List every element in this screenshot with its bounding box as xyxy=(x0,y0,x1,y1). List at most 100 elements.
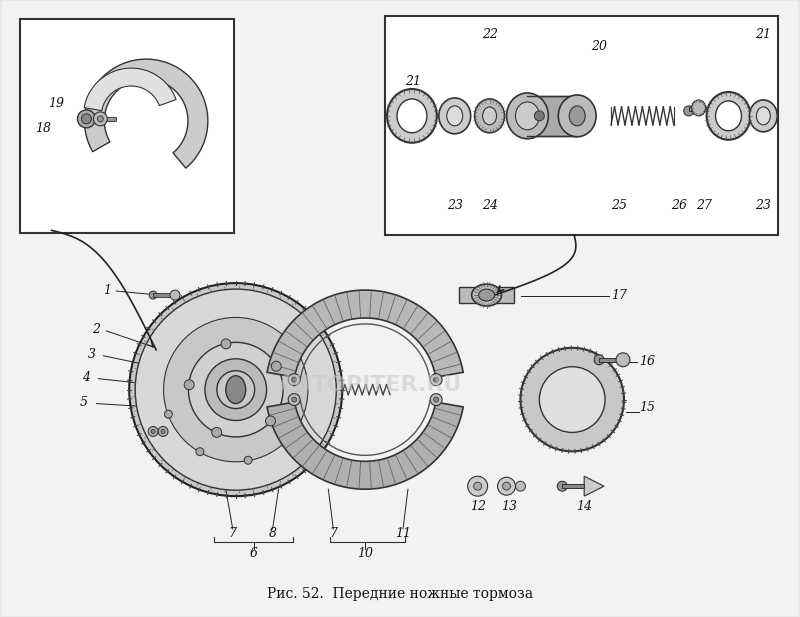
Text: 23: 23 xyxy=(446,199,462,212)
Polygon shape xyxy=(267,290,463,377)
Bar xyxy=(385,16,778,235)
Text: 14: 14 xyxy=(576,500,592,513)
Text: 2: 2 xyxy=(182,154,190,167)
Circle shape xyxy=(184,380,194,390)
Bar xyxy=(599,358,619,362)
Ellipse shape xyxy=(750,100,778,132)
Polygon shape xyxy=(267,402,463,489)
Text: 21: 21 xyxy=(755,28,771,41)
Text: 1: 1 xyxy=(103,284,111,297)
Text: 17: 17 xyxy=(611,289,627,302)
Text: 7: 7 xyxy=(330,528,338,540)
Ellipse shape xyxy=(515,102,539,130)
Text: 5: 5 xyxy=(79,396,87,409)
Ellipse shape xyxy=(756,107,770,125)
Ellipse shape xyxy=(570,106,585,126)
Text: 12: 12 xyxy=(470,500,486,513)
Bar xyxy=(458,287,514,303)
Text: 23: 23 xyxy=(755,199,771,212)
Bar xyxy=(689,107,706,111)
Circle shape xyxy=(165,410,172,418)
Ellipse shape xyxy=(446,106,462,126)
Ellipse shape xyxy=(217,371,254,408)
Bar xyxy=(527,96,577,136)
Ellipse shape xyxy=(539,366,605,433)
Polygon shape xyxy=(584,476,604,496)
Circle shape xyxy=(151,429,155,433)
Text: AUTOPITER.RU: AUTOPITER.RU xyxy=(278,375,462,395)
Circle shape xyxy=(498,477,515,495)
Text: 2: 2 xyxy=(92,323,100,336)
Circle shape xyxy=(292,397,297,402)
Text: 27: 27 xyxy=(696,199,712,212)
Circle shape xyxy=(502,482,510,490)
Circle shape xyxy=(288,394,300,405)
Circle shape xyxy=(196,448,204,456)
Bar xyxy=(20,19,234,233)
Circle shape xyxy=(244,456,252,464)
Circle shape xyxy=(149,291,157,299)
Text: 6: 6 xyxy=(250,547,258,560)
Circle shape xyxy=(78,110,95,128)
Ellipse shape xyxy=(205,358,266,421)
Text: 7: 7 xyxy=(229,528,237,540)
Ellipse shape xyxy=(130,283,342,496)
Ellipse shape xyxy=(482,107,497,125)
Text: 22: 22 xyxy=(482,28,498,41)
Circle shape xyxy=(558,481,567,491)
Circle shape xyxy=(271,362,282,371)
Text: 4: 4 xyxy=(82,371,90,384)
Text: 3: 3 xyxy=(87,348,95,362)
Text: 8: 8 xyxy=(269,528,277,540)
Text: 9: 9 xyxy=(336,294,344,307)
Text: 13: 13 xyxy=(502,500,518,513)
Ellipse shape xyxy=(439,98,470,134)
Circle shape xyxy=(288,374,300,386)
Circle shape xyxy=(474,482,482,490)
Text: 24: 24 xyxy=(482,199,498,212)
Bar xyxy=(91,117,116,121)
Text: 21: 21 xyxy=(405,75,421,88)
Ellipse shape xyxy=(387,89,437,143)
Ellipse shape xyxy=(397,99,427,133)
Ellipse shape xyxy=(706,92,750,140)
Circle shape xyxy=(515,481,526,491)
Circle shape xyxy=(170,290,180,300)
Circle shape xyxy=(98,116,103,122)
Ellipse shape xyxy=(189,342,283,437)
Text: 16: 16 xyxy=(639,355,655,368)
Ellipse shape xyxy=(472,284,502,306)
Ellipse shape xyxy=(521,348,624,452)
Circle shape xyxy=(148,426,158,436)
Circle shape xyxy=(430,394,442,405)
Circle shape xyxy=(468,476,488,496)
Bar xyxy=(153,293,171,297)
Circle shape xyxy=(684,106,694,116)
Circle shape xyxy=(292,377,297,382)
Text: 19: 19 xyxy=(49,97,65,110)
Circle shape xyxy=(212,428,222,437)
Circle shape xyxy=(616,353,630,366)
Circle shape xyxy=(266,416,275,426)
Ellipse shape xyxy=(506,93,548,139)
Circle shape xyxy=(430,374,442,386)
Ellipse shape xyxy=(692,100,706,116)
Text: 20: 20 xyxy=(591,39,607,52)
Circle shape xyxy=(434,397,438,402)
Circle shape xyxy=(221,339,231,349)
Polygon shape xyxy=(84,68,176,110)
Text: 10: 10 xyxy=(357,547,373,560)
Circle shape xyxy=(594,355,604,365)
Ellipse shape xyxy=(715,101,742,131)
Circle shape xyxy=(94,112,107,126)
Circle shape xyxy=(158,426,168,436)
Text: 15: 15 xyxy=(639,401,655,414)
Bar xyxy=(562,484,584,488)
Circle shape xyxy=(434,377,438,382)
Ellipse shape xyxy=(474,99,505,133)
Polygon shape xyxy=(85,59,208,168)
Ellipse shape xyxy=(163,318,308,462)
Text: Рис. 52.  Передние ножные тормоза: Рис. 52. Передние ножные тормоза xyxy=(267,587,533,601)
Circle shape xyxy=(82,114,91,124)
Text: 11: 11 xyxy=(395,528,411,540)
